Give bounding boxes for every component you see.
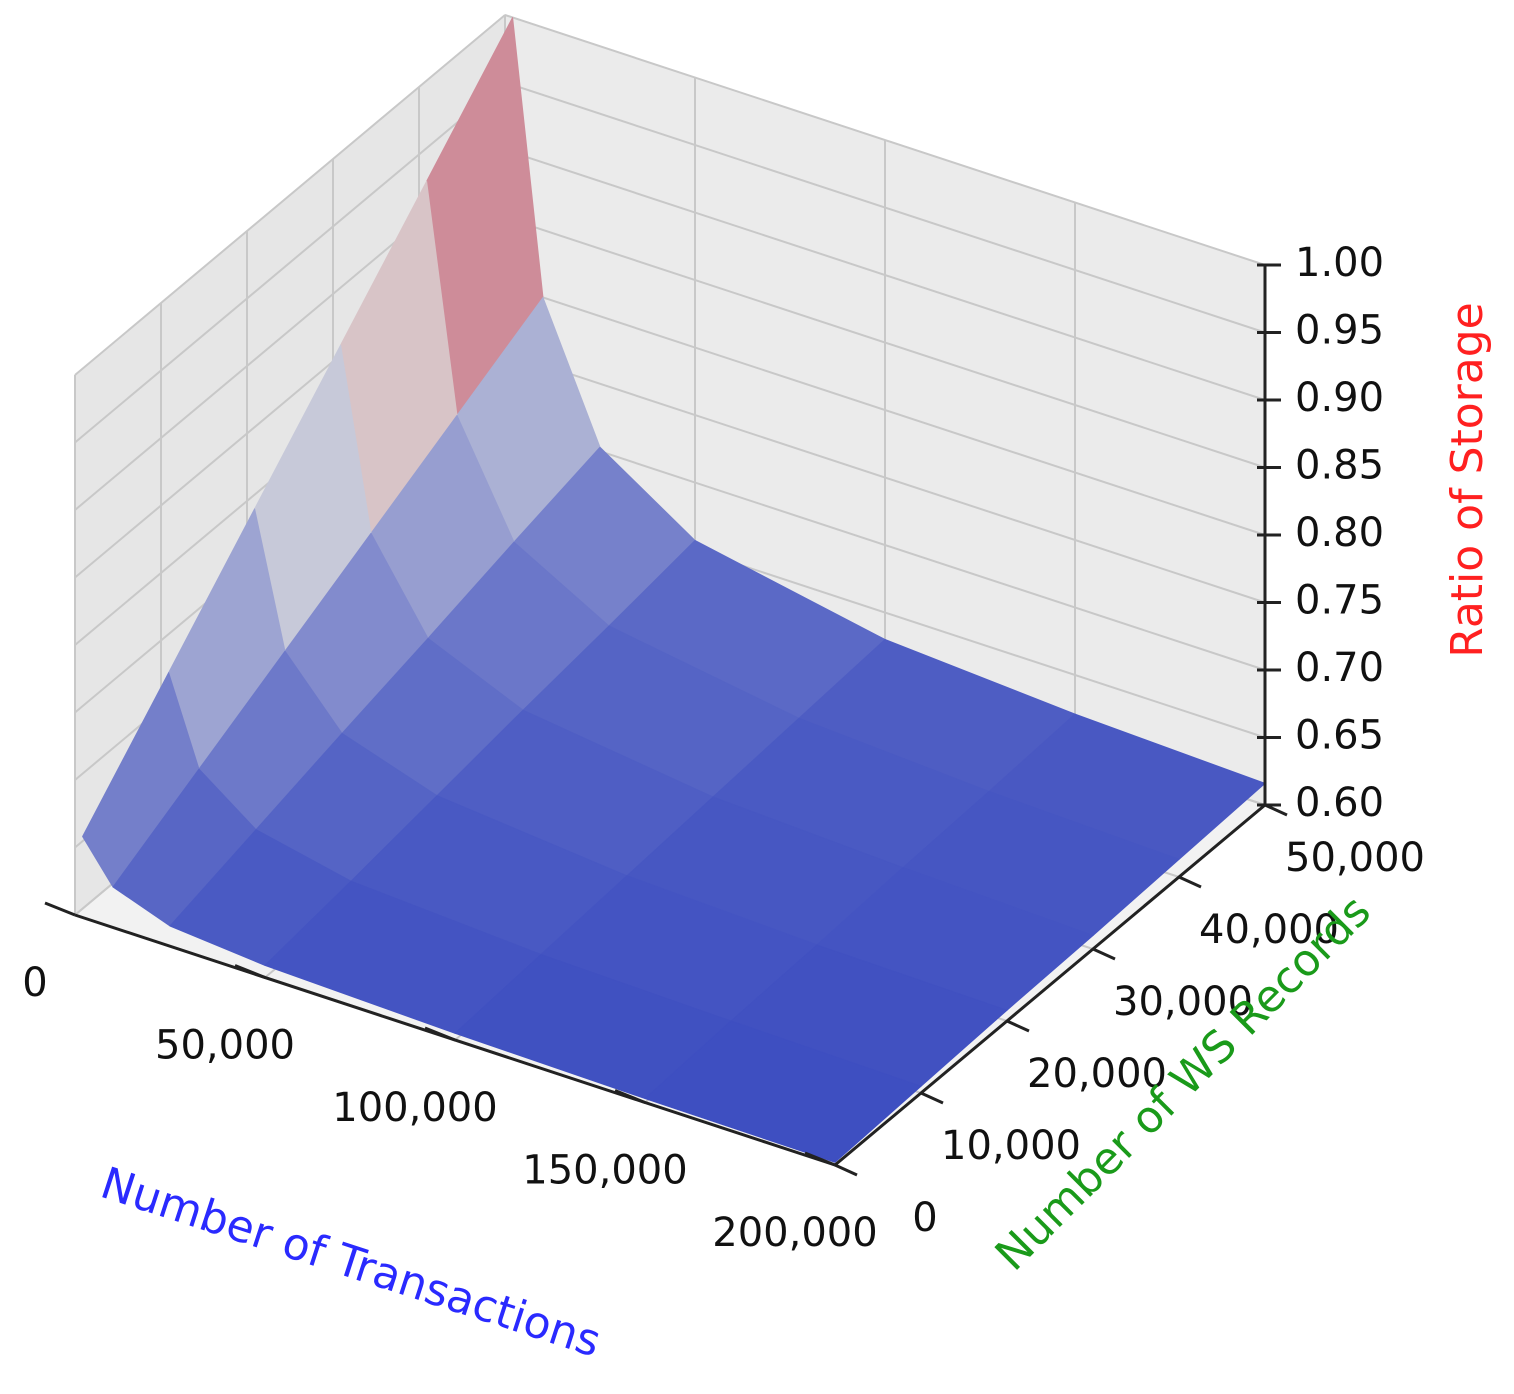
- y-tick: [1264, 803, 1288, 817]
- z-tick-label: 0.90: [1295, 375, 1384, 421]
- grid-line: [504, 419, 1266, 671]
- y-tick: [1006, 1019, 1030, 1033]
- z-tick-label: 1.00: [1295, 240, 1384, 286]
- y-tick-label: 20,000: [1027, 1051, 1167, 1097]
- z-axis-label: Ratio of Storage: [1442, 302, 1493, 658]
- grid-line: [504, 216, 1266, 469]
- y-tick: [1092, 947, 1116, 961]
- x-tick-label: 200,000: [712, 1210, 877, 1256]
- z-tick-label: 0.65: [1295, 713, 1384, 759]
- grid-line: [504, 284, 1266, 536]
- y-tick-label: 50,000: [1285, 835, 1425, 881]
- z-tick-label: 0.85: [1295, 443, 1384, 489]
- grid-line: [74, 81, 506, 444]
- x-tick-label: 0: [22, 960, 47, 1006]
- z-tick-label: 0.80: [1295, 510, 1384, 556]
- z-tick-label: 0.70: [1295, 645, 1384, 691]
- y-tick-label: 0: [912, 1195, 937, 1241]
- x-tick: [44, 901, 76, 917]
- x-tick-label: 100,000: [332, 1085, 497, 1131]
- x-tick-label: 150,000: [522, 1148, 687, 1194]
- y-axis-line: [834, 803, 1266, 1167]
- grid-line: [504, 14, 1266, 266]
- x-tick: [804, 1151, 836, 1167]
- z-tick-label: 0.75: [1295, 578, 1384, 624]
- y-tick-label: 30,000: [1113, 979, 1253, 1025]
- x-tick-label: 50,000: [155, 1023, 295, 1069]
- y-tick: [1178, 875, 1202, 889]
- x-tick: [424, 1026, 456, 1042]
- y-tick-label: 40,000: [1199, 907, 1339, 953]
- x-tick: [234, 964, 266, 979]
- grid-line: [504, 81, 1266, 334]
- grid-line: [504, 351, 1266, 604]
- grid-line: [74, 14, 506, 376]
- z-tick-label: 0.60: [1295, 780, 1384, 826]
- x-tick: [614, 1089, 646, 1104]
- y-tick: [834, 1163, 858, 1177]
- surface-patch: [644, 1020, 922, 1163]
- grid-line: [504, 149, 1266, 401]
- y-tick-label: 10,000: [941, 1123, 1081, 1169]
- z-tick-label: 0.95: [1295, 308, 1384, 354]
- y-tick: [920, 1091, 944, 1105]
